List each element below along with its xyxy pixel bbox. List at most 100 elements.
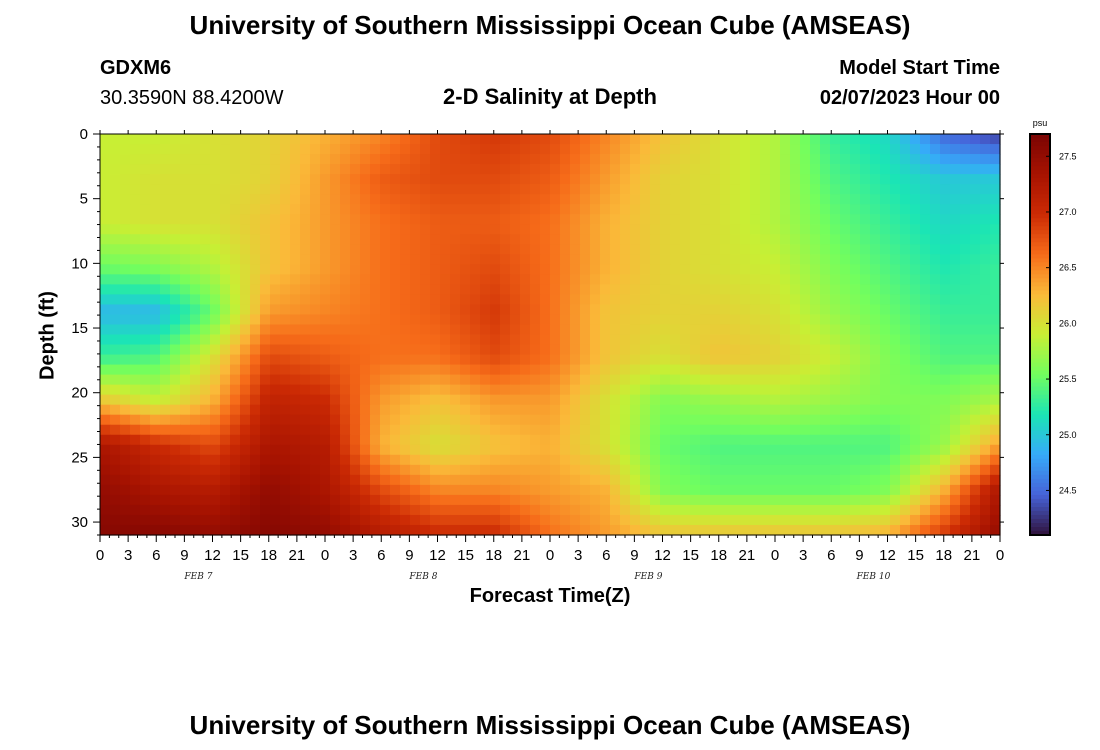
heatmap-cell [570,464,581,476]
heatmap-cell [530,144,541,155]
heatmap-cell [190,164,201,175]
heatmap-cell [220,234,231,245]
heatmap-cell [520,164,531,175]
heatmap-cell [250,374,261,386]
heatmap-cell [500,294,511,306]
heatmap-cell [130,254,141,265]
heatmap-cell [630,134,641,145]
heatmap-cell [630,494,641,506]
heatmap-cell [190,484,201,496]
heatmap-cell [130,314,141,326]
heatmap-cell [380,234,391,245]
heatmap-cell [660,324,671,336]
heatmap-cell [840,514,851,526]
x-tick-label: 15 [232,547,249,564]
heatmap-cell [460,484,471,496]
colorbar-tick-label: 24.5 [1059,485,1077,495]
heatmap-cell [840,394,851,406]
heatmap-cell [750,394,761,406]
heatmap-cell [360,224,371,235]
heatmap-cell [840,354,851,366]
heatmap-cell [960,254,971,265]
heatmap-cell [990,414,1001,426]
heatmap-cell [170,284,181,296]
heatmap-cell [940,264,951,275]
heatmap-cell [450,344,461,356]
heatmap-cell [790,424,801,436]
heatmap-cell [260,224,271,235]
heatmap-cell [380,524,391,536]
heatmap-cell [340,524,351,536]
colorbar-frame [1029,133,1051,536]
heatmap-cell [440,314,451,326]
heatmap-cell [170,214,181,225]
heatmap-cell [490,384,501,396]
colorbar-segment [1030,530,1050,536]
heatmap-cell [790,214,801,225]
heatmap-cell [730,434,741,446]
heatmap-cell [530,194,541,205]
heatmap-cell [520,374,531,386]
heatmap-cell [900,424,911,436]
heatmap-cell [510,404,521,416]
heatmap-cell [590,244,601,255]
heatmap-cell [550,414,561,426]
heatmap-cell [410,224,421,235]
heatmap-cell [870,394,881,406]
heatmap-cell [380,494,391,506]
heatmap-cell [910,344,921,356]
heatmap-cell [960,474,971,486]
heatmap-cell [880,324,891,336]
heatmap-cell [600,164,611,175]
heatmap-cell [460,424,471,436]
heatmap-cell [870,314,881,326]
x-tick-label: 6 [377,547,385,564]
heatmap-cell [240,134,251,145]
heatmap-cell [750,164,761,175]
heatmap-cell [600,454,611,466]
heatmap-cell [930,484,941,496]
heatmap-cell [750,194,761,205]
heatmap-cell [730,174,741,185]
heatmap-cell [300,174,311,185]
heatmap-cell [150,474,161,486]
heatmap-cell [460,324,471,336]
heatmap-cell [220,504,231,516]
heatmap-cell [340,184,351,195]
heatmap-cell [570,494,581,506]
heatmap-cell [490,454,501,466]
heatmap-cell [530,364,541,376]
heatmap-cell [920,334,931,346]
colorbar-segment [1030,346,1050,352]
heatmap-cell [930,464,941,476]
heatmap-cell [330,154,341,165]
heatmap-cell [620,324,631,336]
heatmap-cell [810,454,821,466]
heatmap-cell [220,294,231,306]
heatmap-cell [720,504,731,516]
heatmap-cell [860,184,871,195]
heatmap-cell [900,294,911,306]
heatmap-cell [620,494,631,506]
heatmap-cell [640,494,651,506]
heatmap-cell [570,294,581,306]
heatmap-cell [290,404,301,416]
heatmap-cell [920,314,931,326]
heatmap-cell [350,434,361,446]
heatmap-cell [340,144,351,155]
heatmap-cell [250,174,261,185]
colorbar-segment [1030,394,1050,400]
heatmap-cell [140,414,151,426]
heatmap-cell [800,194,811,205]
heatmap-cell [870,444,881,456]
heatmap-cell [830,404,841,416]
heatmap-cell [100,274,111,285]
heatmap-cell [450,484,461,496]
heatmap-cell [250,454,261,466]
heatmap-cell [210,164,221,175]
heatmap-cell [870,264,881,275]
heatmap-cell [670,384,681,396]
heatmap-cell [170,334,181,346]
heatmap-cell [350,354,361,366]
heatmap-cell [800,514,811,526]
